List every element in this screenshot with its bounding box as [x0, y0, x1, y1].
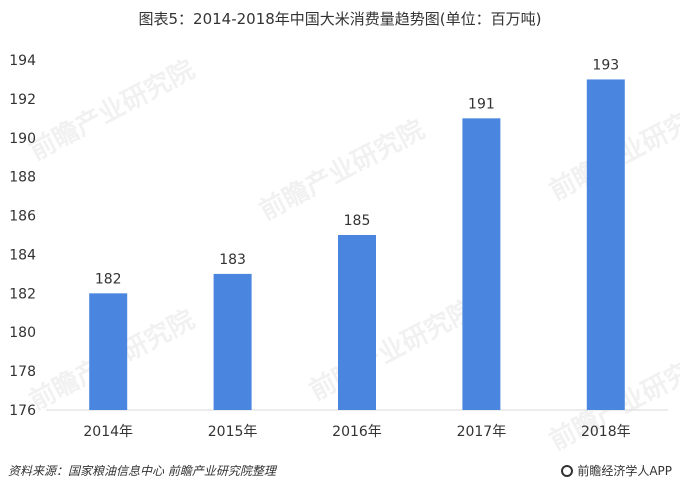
x-tick-label: 2014年 [83, 424, 133, 440]
x-axis: 2014年 2015年 2016年 2017年 2018年 [46, 409, 668, 440]
bars [89, 79, 625, 410]
y-tick-label: 188 [9, 170, 36, 186]
brand-credit: 前瞻经济学人APP [561, 462, 672, 479]
bar [338, 235, 376, 410]
y-tick-label: 176 [9, 403, 36, 419]
y-tick-label: 194 [9, 53, 36, 69]
qianzhan-logo-icon [561, 464, 574, 477]
brand-text: 前瞻经济学人APP [577, 464, 672, 478]
y-tick-label: 186 [9, 209, 36, 225]
data-label: 183 [219, 252, 246, 268]
y-tick-label: 190 [9, 131, 36, 147]
x-tick-label: 2016年 [332, 424, 382, 440]
y-tick-label: 192 [9, 92, 36, 108]
chart-title: 图表5：2014-2018年中国大米消费量趋势图(单位：百万吨) [138, 10, 542, 28]
bar [586, 79, 625, 410]
source-note: 资料来源：国家粮油信息中心 前瞻产业研究院整理 [8, 464, 276, 478]
data-label: 193 [592, 57, 619, 73]
y-tick-label: 180 [9, 325, 36, 341]
bar [213, 273, 252, 410]
y-tick-label: 184 [9, 247, 36, 263]
y-tick-label: 178 [9, 364, 36, 380]
data-label: 185 [344, 213, 371, 229]
y-tick-label: 182 [9, 286, 36, 302]
x-tick-label: 2018年 [581, 424, 631, 440]
data-label: 182 [95, 271, 122, 287]
data-label: 191 [468, 96, 495, 112]
x-tick-label: 2017年 [457, 424, 507, 440]
x-tick-label: 2015年 [208, 424, 258, 440]
bar [462, 118, 501, 410]
data-labels: 182 183 185 191 193 [95, 57, 619, 287]
y-axis: 176 178 180 182 184 186 188 190 192 194 [9, 53, 36, 419]
bar [89, 293, 128, 410]
